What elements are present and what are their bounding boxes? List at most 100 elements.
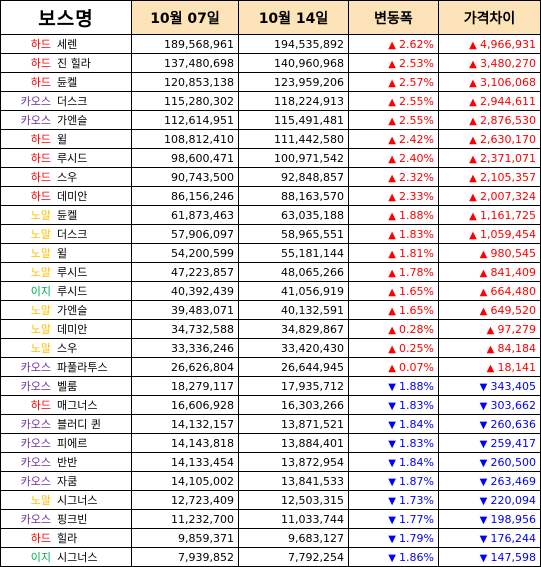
change-percent: 2.57% [399, 75, 434, 89]
triangle-up-icon: ▲ [469, 229, 477, 241]
change-percent: 1.83% [399, 436, 434, 450]
gap-value: 260,500 [490, 455, 537, 469]
boss-name: 파풀라투스 [57, 361, 108, 374]
gap-cell: ▲ 18,141 [438, 357, 541, 377]
difficulty-label: 하드 [30, 152, 51, 165]
difficulty-label: 노말 [30, 342, 51, 355]
change-cell: ▲ 2.62% [348, 34, 439, 54]
triangle-up-icon: ▲ [388, 343, 396, 355]
table-row: 이지 루시드 40,392,439 41,056,919 ▲ 1.65% ▲ 664,480 [0, 281, 541, 301]
price-date-2: 41,056,919 [238, 281, 349, 301]
change-cell: ▼ 1.87% [348, 471, 439, 491]
gap-cell: ▼ 260,636 [438, 414, 541, 434]
gap-value: 980,545 [490, 246, 537, 260]
price-date-1: 39,483,071 [131, 300, 239, 320]
change-percent: 1.83% [399, 398, 434, 412]
difficulty-label: 하드 [30, 532, 51, 545]
boss-cell: 노말 윌 [0, 243, 132, 263]
price-date-2: 115,491,481 [238, 110, 349, 130]
table-row: 노말 가엔슬 39,483,071 40,132,591 ▲ 1.65% ▲ 649,520 [0, 300, 541, 320]
change-percent: 2.42% [399, 132, 434, 146]
gap-cell: ▲ 1,059,454 [438, 224, 541, 244]
gap-cell: ▲ 2,007,324 [438, 186, 541, 206]
triangle-down-icon: ▼ [479, 438, 488, 450]
gap-value: 2,630,170 [480, 132, 536, 146]
triangle-up-icon: ▲ [388, 77, 396, 89]
boss-name: 핑크빈 [57, 513, 88, 526]
gap-value: 97,279 [497, 322, 537, 336]
gap-cell: ▼ 303,662 [438, 395, 541, 415]
change-cell: ▼ 1.83% [348, 395, 439, 415]
gap-cell: ▲ 2,630,170 [438, 129, 541, 149]
boss-name: 시그너스 [57, 494, 98, 507]
price-date-1: 61,873,463 [131, 205, 239, 225]
difficulty-label: 카오스 [20, 418, 51, 431]
boss-cell: 카오스 핑크빈 [0, 509, 132, 529]
price-date-1: 90,743,500 [131, 167, 239, 187]
change-cell: ▼ 1.83% [348, 433, 439, 453]
gap-cell: ▲ 84,184 [438, 338, 541, 358]
gap-cell: ▲ 2,105,357 [438, 167, 541, 187]
gap-value: 176,244 [490, 531, 537, 545]
price-date-2: 88,163,570 [238, 186, 349, 206]
triangle-down-icon: ▼ [479, 476, 488, 488]
change-percent: 2.40% [399, 151, 434, 165]
boss-name: 매그너스 [57, 399, 98, 412]
table-row: 노말 윌 54,200,599 55,181,144 ▲ 1.81% ▲ 980,545 [0, 243, 541, 263]
change-percent: 2.33% [399, 189, 434, 203]
change-percent: 2.53% [399, 56, 434, 70]
triangle-down-icon: ▼ [388, 400, 396, 412]
gap-cell: ▲ 3,480,270 [438, 53, 541, 73]
change-percent: 2.55% [399, 94, 434, 108]
gap-value: 2,944,611 [480, 94, 536, 108]
boss-cell: 카오스 반반 [0, 452, 132, 472]
boss-cell: 카오스 블러디 퀸 [0, 414, 132, 434]
price-date-1: 11,232,700 [131, 509, 239, 529]
change-percent: 1.83% [399, 227, 434, 241]
boss-cell: 노말 루시드 [0, 262, 132, 282]
header-date-2: 10월 14일 [238, 0, 349, 35]
header-row: 보스명 10월 07일 10월 14일 변동폭 가격차이 [0, 0, 541, 35]
triangle-down-icon: ▼ [479, 514, 488, 526]
price-date-1: 108,812,410 [131, 129, 239, 149]
change-percent: 1.84% [399, 455, 434, 469]
difficulty-label: 노말 [30, 323, 51, 336]
price-date-2: 123,959,206 [238, 72, 349, 92]
price-date-1: 14,105,002 [131, 471, 239, 491]
price-date-1: 115,280,302 [131, 91, 239, 111]
change-cell: ▲ 2.55% [348, 110, 439, 130]
change-cell: ▲ 2.40% [348, 148, 439, 168]
boss-name: 윌 [57, 247, 68, 260]
triangle-up-icon: ▲ [469, 210, 477, 222]
gap-value: 303,662 [490, 398, 537, 412]
triangle-up-icon: ▲ [469, 77, 477, 89]
price-date-1: 7,939,852 [131, 547, 239, 567]
gap-value: 1,059,454 [480, 227, 536, 241]
change-percent: 1.88% [399, 379, 434, 393]
table-row: 하드 루시드 98,600,471 100,971,542 ▲ 2.40% ▲ 2,371,0… [0, 148, 541, 168]
boss-name: 시그너스 [57, 551, 98, 564]
change-percent: 1.84% [399, 417, 434, 431]
gap-cell: ▲ 649,520 [438, 300, 541, 320]
triangle-up-icon: ▲ [486, 324, 495, 336]
price-date-2: 111,442,580 [238, 129, 349, 149]
table-row: 노말 스우 33,336,246 33,420,430 ▲ 0.25% ▲ 84,184 [0, 338, 541, 358]
price-date-1: 34,732,588 [131, 319, 239, 339]
triangle-down-icon: ▼ [388, 457, 396, 469]
boss-name: 더스크 [57, 228, 88, 241]
gap-value: 263,469 [490, 474, 537, 488]
gap-cell: ▲ 2,371,071 [438, 148, 541, 168]
change-cell: ▲ 1.65% [348, 300, 439, 320]
gap-cell: ▲ 3,106,068 [438, 72, 541, 92]
triangle-up-icon: ▲ [469, 134, 477, 146]
price-date-1: 98,600,471 [131, 148, 239, 168]
triangle-up-icon: ▲ [388, 267, 396, 279]
table-row: 노말 더스크 57,906,097 58,965,551 ▲ 1.83% ▲ 1,059,45… [0, 224, 541, 244]
difficulty-label: 카오스 [20, 475, 51, 488]
triangle-up-icon: ▲ [469, 58, 477, 70]
price-date-1: 16,606,928 [131, 395, 239, 415]
gap-value: 841,409 [490, 265, 537, 279]
boss-cell: 카오스 자쿰 [0, 471, 132, 491]
price-date-1: 57,906,097 [131, 224, 239, 244]
change-cell: ▲ 0.28% [348, 319, 439, 339]
